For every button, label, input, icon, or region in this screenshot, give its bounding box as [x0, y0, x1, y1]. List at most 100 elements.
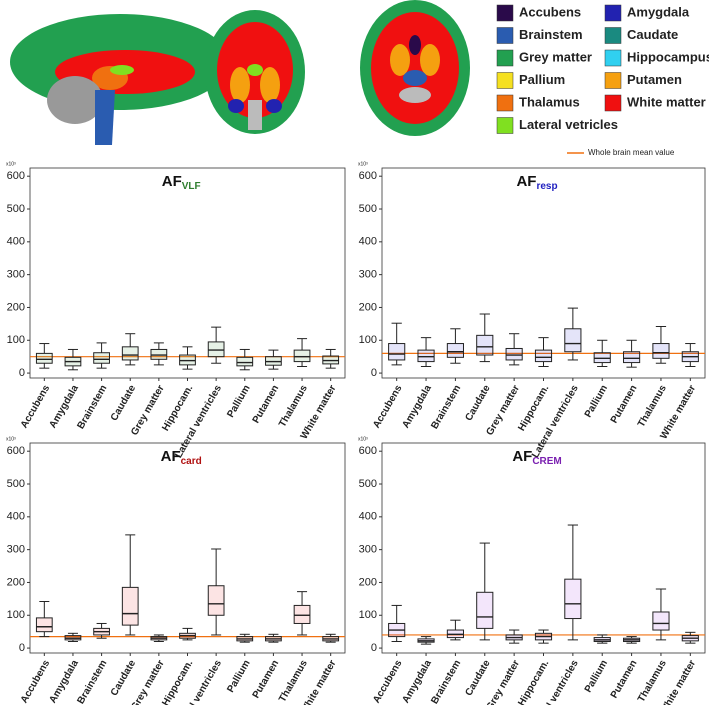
legend-swatch — [496, 27, 514, 44]
box — [35, 617, 53, 633]
y-tick-label: 600 — [7, 445, 25, 457]
y-tick-label: 600 — [359, 445, 377, 457]
mean-legend-label: Whole brain mean value — [588, 148, 675, 157]
y-tick-label: 100 — [359, 334, 377, 346]
legend-label: Grey matter — [519, 49, 592, 64]
legend-swatch — [604, 4, 622, 22]
y-tick-label: 500 — [7, 478, 25, 490]
y-tick-label: 400 — [7, 511, 25, 523]
box — [564, 328, 582, 353]
box — [236, 356, 254, 367]
box — [207, 341, 225, 358]
box — [93, 352, 110, 364]
box — [446, 343, 464, 358]
legend-swatch — [496, 49, 514, 67]
legend-swatch — [604, 27, 622, 44]
legend-label: Thalamus — [519, 94, 580, 109]
y-tick-label: 200 — [359, 576, 377, 588]
legend-swatch — [496, 117, 514, 134]
x-tick-label: Caudate — [463, 383, 492, 423]
legend-label: Pallium — [519, 72, 565, 87]
box — [564, 578, 582, 620]
title-main: AF — [161, 448, 181, 465]
brain-coronal — [205, 10, 305, 134]
y-tick-label: 0 — [19, 367, 25, 379]
chart-title: AFresp — [516, 173, 557, 192]
y-tick-label: 300 — [7, 269, 25, 281]
y-tick-label: 600 — [359, 170, 377, 182]
legend-label: Amygdala — [627, 4, 690, 19]
chart-title: AFCREM — [512, 448, 561, 467]
title-main: AF — [512, 448, 532, 465]
box — [623, 351, 641, 364]
y-tick-label: 300 — [359, 269, 377, 281]
legend-swatch — [604, 49, 622, 67]
box — [388, 343, 406, 361]
y-tick-label: 100 — [7, 334, 25, 346]
x-tick-label: Accubens — [371, 383, 405, 430]
legend-swatch — [604, 94, 622, 112]
y-tick-label: 400 — [359, 511, 377, 523]
x-tick-label: Caudate — [463, 658, 492, 698]
y-tick-label: 400 — [7, 236, 25, 248]
x-tick-label: Brainstem — [75, 658, 109, 705]
y-tick-label: 0 — [19, 642, 25, 654]
axis-multiplier: x10³ — [358, 161, 368, 167]
box — [476, 334, 494, 356]
x-tick-label: Thalamus — [636, 658, 669, 704]
box — [207, 585, 225, 616]
x-tick-label: Caudate — [109, 383, 138, 423]
box — [652, 343, 670, 359]
x-tick-label: Thalamus — [277, 658, 310, 704]
x-tick-label: Pallium — [583, 383, 610, 419]
x-tick-label: Pallium — [583, 658, 610, 694]
chart-title: AFVLF — [162, 173, 201, 192]
title-sub: card — [181, 456, 202, 467]
y-tick-label: 200 — [359, 301, 377, 313]
legend-swatch — [496, 72, 514, 89]
legend-label: Hippocampus — [627, 49, 709, 64]
title-main: AF — [516, 173, 536, 190]
box — [121, 346, 139, 361]
y-tick-label: 200 — [7, 576, 25, 588]
x-tick-label: Pallium — [225, 658, 252, 694]
y-tick-label: 100 — [359, 609, 377, 621]
title-sub: VLF — [182, 181, 201, 192]
y-tick-label: 500 — [359, 478, 377, 490]
x-tick-label: Putamen — [609, 383, 640, 425]
legend-swatch — [496, 4, 514, 22]
x-tick-label: Putamen — [609, 658, 640, 700]
brain-sagittal — [10, 14, 230, 145]
y-tick-label: 500 — [359, 203, 377, 215]
title-main: AF — [162, 173, 182, 190]
y-tick-label: 500 — [7, 203, 25, 215]
legend-label: Lateral vetricles — [519, 117, 618, 132]
legend-label: Accubens — [519, 4, 581, 19]
x-tick-label: Caudate — [109, 658, 138, 698]
box — [35, 352, 53, 364]
box — [534, 349, 553, 363]
axis-multiplier: x10³ — [358, 436, 368, 442]
box — [652, 611, 670, 631]
y-tick-label: 300 — [359, 544, 377, 556]
legend-swatch — [496, 94, 514, 112]
y-tick-label: 400 — [359, 236, 377, 248]
x-tick-label: Amygdala — [401, 383, 435, 430]
y-tick-label: 0 — [371, 642, 377, 654]
x-tick-label: Pallium — [225, 383, 252, 419]
axis-multiplier: x10³ — [6, 161, 16, 167]
box — [476, 591, 494, 629]
x-tick-label: Amygdala — [401, 658, 435, 705]
box — [505, 347, 523, 361]
x-tick-label: Brainstem — [429, 383, 463, 431]
box — [293, 604, 311, 624]
legend: Accubens Amygdala Brainstem Caudate Grey mat… — [496, 4, 709, 157]
legend-swatch — [604, 72, 622, 89]
x-tick-label: Hippocam. — [516, 658, 551, 705]
chart-title: AFcard — [161, 448, 202, 467]
y-tick-label: 100 — [7, 609, 25, 621]
x-tick-label: Brainstem — [75, 383, 109, 431]
